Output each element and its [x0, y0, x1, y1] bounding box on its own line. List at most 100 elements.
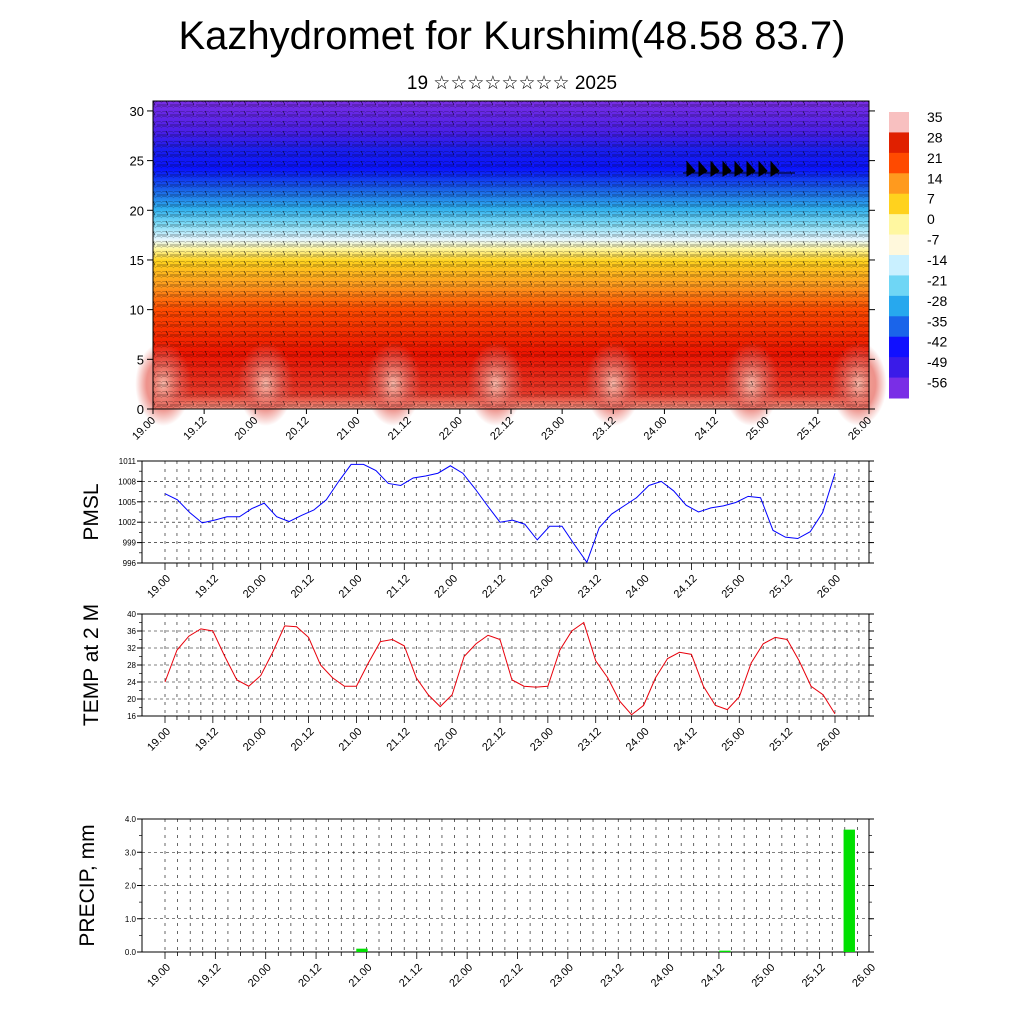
x-tick-label: 19.12 [193, 573, 221, 601]
y-tick-label: 3.0 [125, 848, 137, 857]
y-tick-label: 996 [123, 559, 137, 568]
color-bar-label: -56 [927, 375, 947, 391]
y-tick-label: 1008 [118, 477, 136, 486]
x-tick-label: 20.00 [246, 962, 274, 990]
y-axis-label: PRECIP, mm [76, 824, 99, 946]
y-tick-label: 2.0 [125, 882, 137, 891]
x-tick-label: 26.00 [850, 962, 878, 990]
pmsl-panel: 996 999 1002 1005 1008 1011 19.00 19.12 20.00 20.… [80, 457, 874, 601]
x-tick-label: 23.12 [576, 573, 604, 601]
x-tick-label: 20.12 [284, 415, 312, 443]
color-bar-label: 28 [927, 129, 943, 145]
color-bar-swatch [889, 112, 909, 133]
precip-bar [356, 948, 368, 952]
chart-subtitle: 19 ☆☆☆☆☆☆☆☆ 2025 [406, 73, 618, 94]
x-tick-label: 21.12 [384, 726, 412, 754]
x-tick-label: 19.00 [145, 573, 173, 601]
x-tick-label: 23.00 [548, 962, 576, 990]
color-bar-swatch [889, 152, 909, 174]
color-bar-swatch [889, 316, 909, 338]
y-tick-label: 20 [130, 203, 144, 218]
x-tick-label: 26.00 [815, 573, 843, 601]
x-tick-label: 20.12 [289, 573, 317, 601]
x-tick-label: 21.12 [397, 962, 425, 990]
wind-barbs [153, 101, 869, 409]
x-tick-label: 25.12 [767, 726, 795, 754]
y-tick-label: 1002 [118, 518, 136, 527]
color-bar-label: 35 [927, 109, 943, 125]
y-tick-label: 1005 [118, 498, 136, 507]
color-bar-label: -42 [927, 334, 947, 350]
x-tick-label: 20.12 [289, 726, 317, 754]
strong-wind-flags [683, 160, 795, 177]
y-tick-label: 40 [127, 610, 136, 619]
y-tick-label: 36 [127, 627, 136, 636]
color-bar-swatch [889, 295, 909, 317]
x-tick-label: 24.12 [672, 726, 700, 754]
y-tick-label: 0 [137, 402, 144, 417]
temp-2m-panel: 16 20 24 28 32 36 40 19.00 19.12 20.00 20.12 21.00 2… [80, 604, 874, 754]
x-tick-label: 25.12 [767, 573, 795, 601]
x-tick-label: 21.12 [384, 573, 412, 601]
y-tick-label: 1011 [119, 457, 137, 466]
y-tick-label: 15 [130, 253, 144, 268]
x-tick-label: 22.12 [480, 726, 508, 754]
color-bar-swatch [889, 214, 909, 236]
color-bar-swatch [889, 336, 909, 358]
color-bar-label: 7 [927, 191, 935, 207]
x-tick-label: 24.12 [693, 415, 721, 443]
x-tick-label: 23.12 [598, 962, 626, 990]
x-tick-label: 22.00 [447, 962, 475, 990]
x-tick-label: 23.12 [576, 726, 604, 754]
precip-panel: 0.0 1.0 2.0 3.0 4.0 19.00 19.12 20.00 20.12 21.00… [76, 815, 878, 990]
x-tick-label: 24.12 [699, 962, 727, 990]
x-tick-label: 21.00 [347, 962, 375, 990]
x-tick-label: 19.12 [196, 962, 224, 990]
y-tick-label: 1.0 [125, 915, 137, 924]
y-tick-label: 0.0 [125, 948, 137, 957]
x-tick-label: 21.00 [337, 726, 365, 754]
x-tick-label: 19.12 [181, 415, 209, 443]
y-tick-label: 999 [123, 539, 137, 548]
x-tick-label: 21.00 [335, 415, 363, 443]
y-tick-label: 16 [127, 712, 136, 721]
x-tick-label: 25.00 [719, 573, 747, 601]
color-bar-swatch [889, 255, 909, 276]
y-tick-label: 25 [130, 154, 144, 169]
x-tick-label: 21.00 [337, 573, 365, 601]
color-bar-swatch [889, 132, 909, 154]
color-bar: 35 28 21 14 7 0 -7 -14 -21 -28 -35 -42 -49 -56 [889, 109, 947, 399]
color-bar-label: -49 [927, 354, 947, 370]
series-line [164, 621, 836, 716]
x-tick-label: 19.00 [145, 962, 173, 990]
x-tick-label: 20.00 [241, 573, 269, 601]
x-tick-label: 24.00 [624, 573, 652, 601]
x-tick-label: 25.12 [800, 962, 828, 990]
color-bar-swatch [889, 173, 909, 195]
x-tick-label: 19.12 [193, 726, 221, 754]
x-tick-label: 23.00 [528, 573, 556, 601]
precip-bar [843, 829, 855, 952]
x-tick-label: 25.00 [719, 726, 747, 754]
x-tick-label: 25.12 [795, 415, 823, 443]
color-bar-label: -21 [927, 272, 947, 288]
color-bar-label: 21 [927, 150, 943, 166]
color-bar-swatch [889, 275, 909, 297]
x-tick-label: 19.00 [145, 726, 173, 754]
x-tick-label: 22.00 [432, 573, 460, 601]
color-bar-label: 14 [927, 170, 943, 186]
x-tick-label: 23.00 [528, 726, 556, 754]
x-tick-label: 25.00 [749, 962, 777, 990]
color-bar-swatch [889, 357, 909, 379]
color-bar-label: -7 [927, 232, 940, 248]
y-tick-label: 28 [127, 661, 136, 670]
y-tick-label: 4.0 [125, 815, 137, 824]
x-tick-label: 24.00 [624, 726, 652, 754]
x-tick-label: 23.00 [539, 415, 567, 443]
y-axis-label: PMSL [80, 483, 103, 540]
precip-bar [719, 950, 731, 952]
color-bar-swatch [889, 234, 909, 256]
color-bar-swatch [889, 193, 909, 215]
